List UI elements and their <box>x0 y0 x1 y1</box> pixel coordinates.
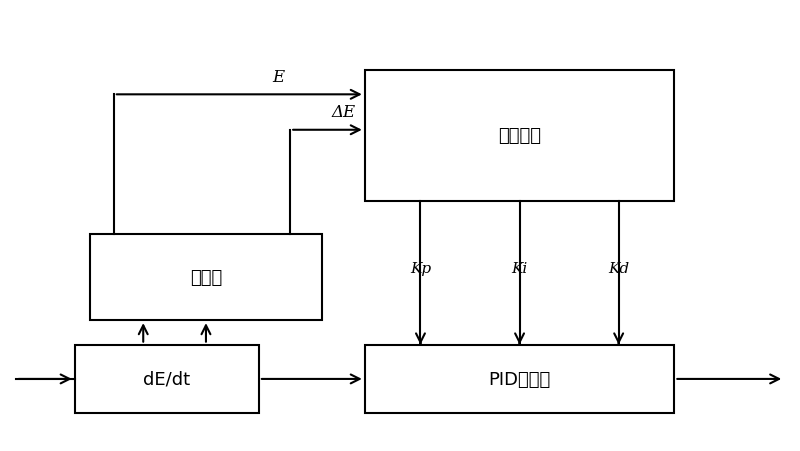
Text: Kp: Kp <box>410 262 431 276</box>
Bar <box>90 235 322 321</box>
Bar <box>74 345 259 413</box>
Text: PID控制器: PID控制器 <box>489 370 550 388</box>
Text: E: E <box>273 69 285 85</box>
Text: Ki: Ki <box>511 262 528 276</box>
Text: Kd: Kd <box>608 262 630 276</box>
Text: dE/dt: dE/dt <box>143 370 190 388</box>
Bar <box>365 345 674 413</box>
Text: 模糊化: 模糊化 <box>190 268 222 286</box>
Text: 模糊推理: 模糊推理 <box>498 127 541 145</box>
Bar <box>365 71 674 201</box>
Text: ΔE: ΔE <box>331 104 355 121</box>
